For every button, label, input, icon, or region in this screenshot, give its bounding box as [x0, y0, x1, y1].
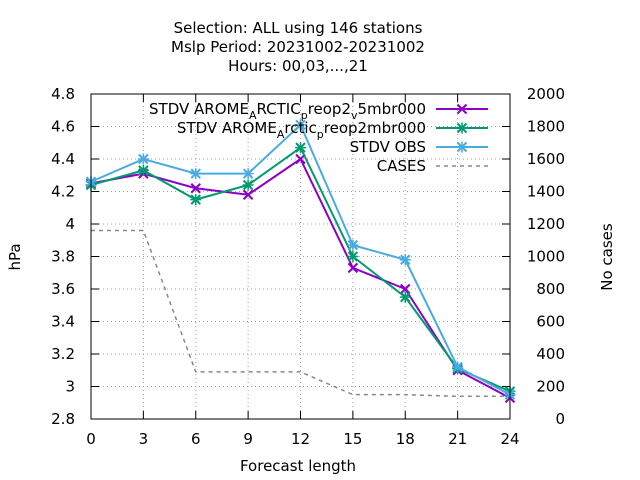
legend-marker-series-3 — [456, 141, 468, 153]
x-tick-label: 21 — [448, 430, 467, 448]
x-tick-label: 6 — [191, 430, 201, 448]
y2-tick-label: 1000 — [527, 248, 565, 266]
title-line-period: Mslp Period: 20231002-20231002 — [171, 38, 425, 56]
data-point-series-2 — [399, 291, 411, 303]
y-tick-label: 4.4 — [51, 150, 75, 168]
data-point-series-1 — [242, 189, 254, 200]
data-point-series-1 — [190, 183, 201, 194]
y2-tick-label: 1600 — [527, 150, 565, 168]
data-point-series-3 — [295, 119, 306, 131]
legend-label-obs: STDV OBS — [350, 138, 426, 156]
y-tick-label: 3.8 — [51, 248, 75, 266]
data-point-series-1 — [347, 262, 359, 274]
y2-axis-ticks: 0 200 400 600 800 1000 1200 1400 1600 1800 2000 — [502, 85, 565, 428]
series-layer — [85, 119, 516, 404]
data-point-series-3 — [452, 361, 464, 373]
y2-tick-label: 1400 — [527, 183, 565, 201]
x-tick-label: 9 — [243, 430, 253, 448]
data-point-series-3 — [137, 153, 149, 165]
y2-tick-label: 600 — [536, 313, 565, 331]
chart-title: Selection: ALL using 146 stations Mslp P… — [171, 19, 425, 75]
y-tick-label: 4.8 — [51, 85, 75, 103]
x-tick-label: 18 — [396, 430, 415, 448]
legend-label-series-1: STDV AROMEARCTICpreop2v5mbr000 — [149, 100, 426, 122]
y-tick-label: 2.8 — [51, 410, 75, 428]
y2-tick-label: 400 — [536, 345, 565, 363]
x-axis-label: Forecast length — [240, 457, 356, 475]
x-tick-label: 12 — [291, 430, 310, 448]
y-axis-label: hPa — [6, 243, 24, 270]
y-tick-label: 3.6 — [51, 280, 75, 298]
legend-label-cases: CASES — [377, 157, 426, 175]
data-point-series-2 — [242, 179, 254, 191]
y-axis-ticks: 2.8 3 3.2 3.4 3.6 3.8 4 4.2 4.4 4.6 4.8 — [51, 85, 99, 428]
data-point-series-3 — [399, 254, 411, 266]
data-point-series-2 — [190, 194, 202, 206]
y-tick-label: 4 — [65, 215, 75, 233]
y2-tick-label: 200 — [536, 378, 565, 396]
y2-tick-label: 1800 — [527, 118, 565, 136]
y2-axis-label: No cases — [598, 223, 616, 291]
data-point-series-3 — [242, 168, 254, 180]
data-point-series-2 — [347, 251, 359, 262]
legend: STDV AROMEARCTICpreop2v5mbr000 STDV AROM… — [149, 100, 488, 175]
legend-marker-series-2 — [456, 122, 468, 134]
title-line-selection: Selection: ALL using 146 stations — [174, 19, 423, 37]
plot-frame — [90, 93, 511, 420]
y-tick-label: 3.2 — [51, 345, 75, 363]
y-tick-label: 4.6 — [51, 118, 75, 136]
y-tick-label: 4.2 — [51, 183, 75, 201]
x-tick-label: 24 — [500, 430, 519, 448]
x-tick-label: 0 — [86, 430, 96, 448]
y-tick-label: 3.4 — [51, 313, 75, 331]
data-point-series-3 — [347, 239, 359, 251]
data-point-series-3 — [190, 168, 202, 180]
y2-tick-label: 2000 — [527, 85, 565, 103]
x-tick-label: 3 — [139, 430, 149, 448]
title-line-hours: Hours: 00,03,...,21 — [228, 57, 368, 75]
y-tick-label: 3 — [65, 378, 75, 396]
y2-tick-label: 1200 — [527, 215, 565, 233]
series-line-4 — [91, 229, 510, 397]
data-point-series-2 — [295, 142, 306, 154]
data-point-series-2 — [137, 164, 149, 176]
y2-tick-label: 800 — [536, 280, 565, 298]
legend-label-series-2: STDV AROMEArcticpreop2mbr000 — [177, 119, 426, 141]
x-tick-label: 15 — [343, 430, 362, 448]
legend-marker-series-1 — [456, 103, 468, 115]
data-point-series-1 — [400, 283, 411, 295]
y2-tick-label: 0 — [555, 410, 565, 428]
